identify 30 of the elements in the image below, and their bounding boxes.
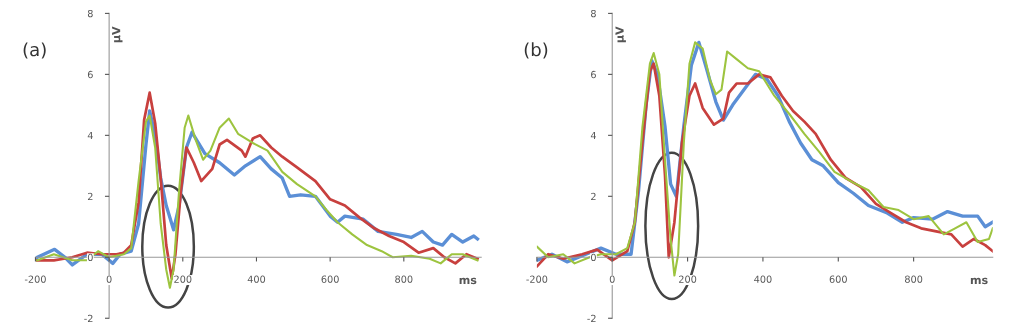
- x-tick-label: 200: [679, 275, 697, 283]
- x-tick-label: 800: [395, 275, 413, 283]
- y-tick-label: 4: [87, 131, 93, 140]
- x-tick-label: 400: [247, 275, 266, 283]
- y-tick-label: 0: [591, 253, 596, 262]
- y-tick-label: 0: [87, 253, 93, 262]
- x-tick-label: -200: [24, 275, 46, 283]
- y-tick-label: 8: [87, 9, 93, 18]
- y-tick-label: 2: [87, 192, 93, 200]
- x-axis-title: ms: [970, 277, 988, 285]
- y-tick-label: 6: [591, 70, 596, 79]
- x-tick-label: 0: [106, 275, 112, 283]
- x-tick-label: 200: [174, 275, 192, 283]
- y-axis-title: µV: [112, 26, 123, 43]
- y-axis-title: µV: [615, 26, 626, 43]
- x-tick-label: 400: [754, 275, 772, 283]
- text: (a): [23, 42, 46, 59]
- y-tick-label: 2: [591, 192, 596, 200]
- x-axis-title: ms: [459, 277, 477, 285]
- y-tick-label: 8: [591, 9, 596, 18]
- y-tick-label: 4: [590, 131, 596, 140]
- text: (b): [524, 42, 548, 59]
- y-tick-label: 6: [87, 70, 93, 79]
- x-tick-label: -200: [526, 275, 548, 283]
- x-tick-label: 600: [829, 275, 847, 283]
- x-tick-label: 0: [609, 275, 615, 283]
- x-tick-label: 800: [905, 275, 923, 283]
- x-tick-label: 600: [321, 275, 339, 283]
- y-tick-label: -2: [84, 314, 93, 322]
- y-tick-label: -2: [587, 314, 596, 322]
